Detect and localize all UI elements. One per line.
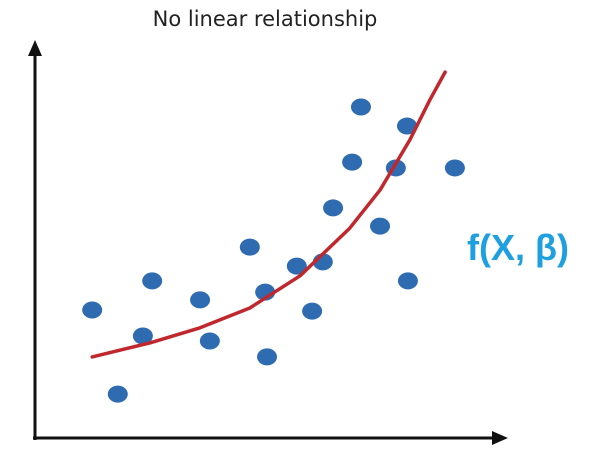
point: [257, 348, 278, 366]
point: [350, 98, 371, 116]
x-axis-arrow: [492, 431, 508, 445]
point: [142, 272, 163, 290]
point: [323, 199, 344, 217]
point: [82, 301, 103, 319]
point: [370, 217, 391, 235]
annotation: f(X, β): [467, 227, 569, 268]
axes: [28, 40, 508, 445]
point: [286, 257, 307, 275]
point: [397, 272, 418, 290]
point: [302, 302, 323, 320]
point: [239, 238, 260, 256]
chart-title: No linear relationship: [153, 7, 378, 31]
point: [397, 117, 417, 135]
y-axis-arrow: [28, 40, 42, 56]
point: [199, 332, 220, 350]
fit-curve: [90, 70, 447, 359]
point: [444, 159, 465, 177]
point: [107, 385, 128, 403]
point: [190, 291, 211, 309]
point: [342, 153, 363, 171]
point: [132, 327, 153, 345]
